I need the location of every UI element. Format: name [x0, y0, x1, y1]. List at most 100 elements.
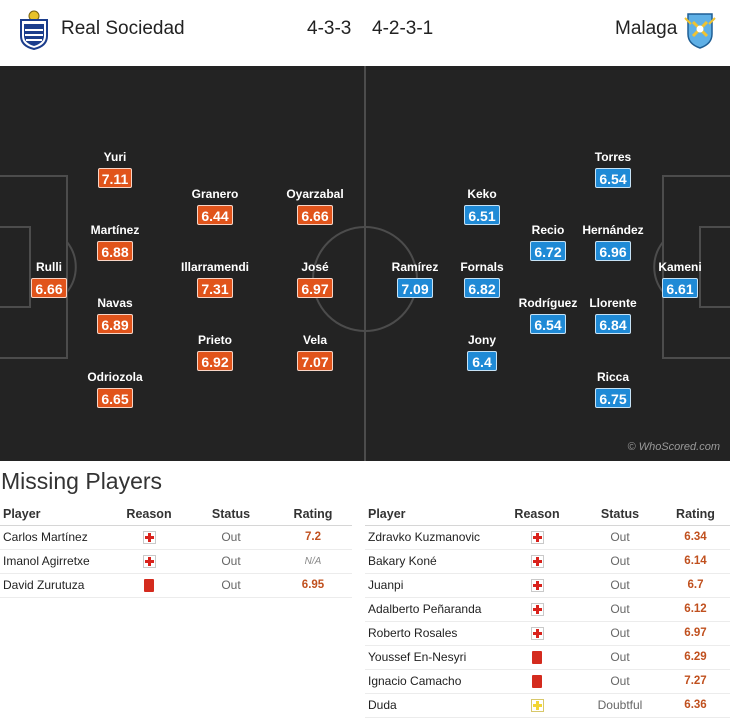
player-rating: 6.84: [595, 314, 631, 334]
pitch: Rulli 6.66 Yuri 7.11 Martínez 6.88 Navas…: [0, 66, 730, 461]
missing-player-name[interactable]: David Zurutuza: [0, 573, 110, 598]
player-away[interactable]: Llorente 6.84: [568, 296, 658, 335]
missing-player-name[interactable]: Youssef En-Nesyri: [365, 645, 495, 670]
missing-players-title: Missing Players: [1, 468, 163, 494]
reason-cell: [110, 549, 188, 574]
table-row: Imanol Agirretxe Out N/A: [0, 549, 352, 574]
missing-player-name[interactable]: Imanol Agirretxe: [0, 549, 110, 574]
player-home[interactable]: Rulli 6.66: [4, 260, 94, 299]
player-name: Hernández: [582, 223, 644, 237]
missing-player-name[interactable]: Roberto Rosales: [365, 621, 495, 646]
reason-cell: [495, 693, 579, 718]
player-home[interactable]: Granero 6.44: [170, 187, 260, 226]
home-formation: 4-3-3: [307, 18, 352, 39]
red-card-icon: [532, 675, 542, 689]
reason-cell: [495, 573, 579, 598]
player-name: Vela: [302, 333, 328, 347]
doubtful-icon: [530, 699, 544, 713]
rating-cell: 6.95: [274, 573, 352, 598]
player-name: Llorente: [589, 296, 637, 310]
reason-cell: [110, 525, 188, 550]
player-away[interactable]: Ricca 6.75: [568, 370, 658, 409]
player-rating: 7.11: [97, 168, 133, 188]
home-missing-table: Player Reason Status Rating Carlos Martí…: [0, 503, 352, 598]
player-home[interactable]: Yuri 7.11: [70, 150, 160, 189]
status-cell: Out: [579, 573, 661, 598]
table-row: Zdravko Kuzmanovic Out 6.34: [365, 525, 730, 550]
player-away[interactable]: Torres 6.54: [568, 150, 658, 189]
table-row: Carlos Martínez Out 7.2: [0, 525, 352, 550]
player-away[interactable]: Hernández 6.96: [568, 223, 658, 262]
player-away[interactable]: Ramírez 7.09: [370, 260, 460, 299]
injury-icon: [142, 531, 156, 545]
player-away[interactable]: Kameni 6.61: [635, 260, 725, 299]
reason-cell: [495, 549, 579, 574]
player-rating: 6.97: [297, 278, 333, 298]
player-name: Rulli: [36, 260, 62, 274]
player-home[interactable]: Martínez 6.88: [70, 223, 160, 262]
column-header-status: Status: [188, 503, 274, 526]
table-row: Juanpi Out 6.7: [365, 573, 730, 598]
player-name: Odriozola: [87, 370, 143, 384]
player-away[interactable]: Fornals 6.82: [437, 260, 527, 299]
reason-cell: [495, 525, 579, 550]
player-name: Torres: [594, 150, 632, 164]
player-home[interactable]: Prieto 6.92: [170, 333, 260, 372]
rating-cell: 6.34: [661, 525, 730, 550]
player-home[interactable]: José 6.97: [270, 260, 360, 299]
player-away[interactable]: Keko 6.51: [437, 187, 527, 226]
missing-player-name[interactable]: Adalberto Peñaranda: [365, 597, 495, 622]
status-cell: Out: [579, 645, 661, 670]
player-rating: 6.92: [197, 351, 233, 371]
status-cell: Out: [579, 525, 661, 550]
status-cell: Out: [188, 573, 274, 598]
injury-icon: [142, 555, 156, 569]
player-home[interactable]: Vela 7.07: [270, 333, 360, 372]
player-away[interactable]: Rodríguez 6.54: [503, 296, 593, 335]
table-row: Adalberto Peñaranda Out 6.12: [365, 597, 730, 622]
column-header-reason: Reason: [110, 503, 188, 526]
player-rating: 6.54: [595, 168, 631, 188]
injury-icon: [530, 627, 544, 641]
reason-cell: [495, 621, 579, 646]
table-row: Ignacio Camacho Out 7.27: [365, 669, 730, 694]
missing-player-name[interactable]: Bakary Koné: [365, 549, 495, 574]
table-row: Youssef En-Nesyri Out 6.29: [365, 645, 730, 670]
status-cell: Out: [579, 669, 661, 694]
table-header-row: Player Reason Status Rating: [0, 503, 352, 526]
red-card-icon: [532, 651, 542, 665]
player-rating: 6.66: [297, 205, 333, 225]
missing-player-name[interactable]: Ignacio Camacho: [365, 669, 495, 694]
missing-player-name[interactable]: Zdravko Kuzmanovic: [365, 525, 495, 550]
injury-icon: [530, 555, 544, 569]
injury-icon: [530, 603, 544, 617]
player-rating: 6.61: [662, 278, 698, 298]
red-card-icon: [144, 579, 154, 593]
status-cell: Out: [579, 549, 661, 574]
column-header-player: Player: [0, 503, 110, 526]
status-cell: Out: [579, 621, 661, 646]
rating-cell: 6.36: [661, 693, 730, 718]
player-home[interactable]: Oyarzabal 6.66: [270, 187, 360, 226]
player-home[interactable]: Odriozola 6.65: [70, 370, 160, 409]
player-rating: 6.89: [97, 314, 133, 334]
missing-player-name[interactable]: Carlos Martínez: [0, 525, 110, 550]
missing-player-name[interactable]: Juanpi: [365, 573, 495, 598]
player-away[interactable]: Recio 6.72: [503, 223, 593, 262]
real-sociedad-crest-icon: [20, 10, 48, 50]
player-name: Illarramendi: [180, 260, 250, 274]
player-home[interactable]: Navas 6.89: [70, 296, 160, 335]
player-rating: 6.66: [31, 278, 67, 298]
player-away[interactable]: Jony 6.4: [437, 333, 527, 372]
missing-player-name[interactable]: Duda: [365, 693, 495, 718]
player-rating: 6.72: [530, 241, 566, 261]
rating-cell: 6.14: [661, 549, 730, 574]
rating-cell: 6.7: [661, 573, 730, 598]
rating-cell: 7.27: [661, 669, 730, 694]
player-name: Jony: [467, 333, 496, 347]
player-rating: 6.44: [197, 205, 233, 225]
player-name: José: [301, 260, 329, 274]
column-header-rating: Rating: [661, 503, 730, 526]
player-home[interactable]: Illarramendi 7.31: [170, 260, 260, 299]
match-header: Real Sociedad 4-3-3 4-2-3-1 Malaga: [0, 0, 730, 62]
